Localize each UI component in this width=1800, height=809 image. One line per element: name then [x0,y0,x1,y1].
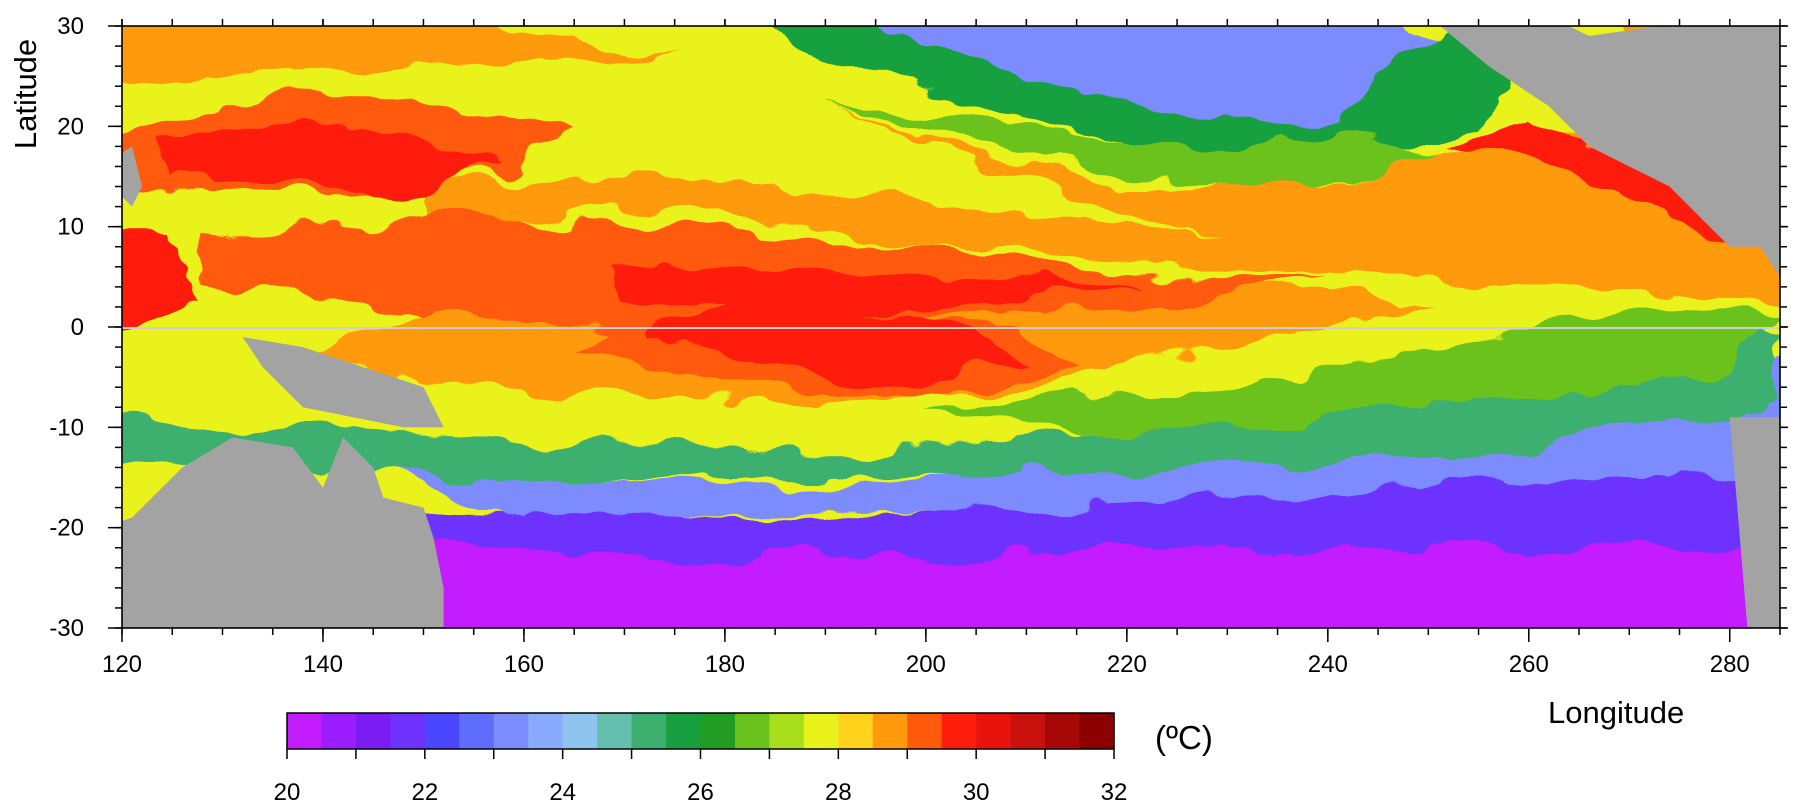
sst-band [423,176,1780,297]
sst-field-map [122,26,1780,628]
x-tick-label: 180 [705,651,745,678]
colorbar-swatch [872,713,908,749]
sst-band [1448,116,1770,247]
colorbar-tick-label: 22 [411,779,438,806]
colorbar-swatch [976,713,1012,749]
x-tick-label: 160 [504,651,544,678]
colorbar-swatch [734,713,771,749]
colorbar-tick-label: 26 [687,779,714,806]
x-tick-label: 200 [906,651,946,678]
x-axis-label: Longitude [1548,695,1684,730]
colorbar-swatch [941,713,977,749]
colorbar-swatch [287,713,323,749]
sst-band [865,26,1449,147]
sst-band [423,387,1780,558]
colorbar-tick-label: 20 [274,779,301,806]
x-tick-label: 140 [303,651,343,678]
colorbar-swatch [907,713,943,749]
colorbar-tick-label: 30 [963,779,990,806]
y-tick-label: -20 [49,515,84,542]
x-tick-label: 120 [102,651,142,678]
colorbar-swatch [321,713,357,749]
y-tick-label: 30 [57,13,84,40]
sst-band [925,306,1780,438]
y-tick-label: 10 [57,214,84,241]
y-tick-label: 0 [71,314,84,341]
colorbar-swatch [1045,713,1081,749]
x-tick-label: 280 [1710,651,1750,678]
sst-band [644,306,1027,388]
colorbar-swatch [562,713,598,749]
y-tick-label: -30 [49,615,84,642]
y-tick-label: 20 [57,113,84,140]
colorbar-swatch [700,713,736,749]
colorbar-swatch [597,713,633,749]
colorbar: 20 22 24 26 28 30 32 [274,712,1128,806]
colorbar-swatch [528,713,564,749]
colorbar-swatch [769,713,805,749]
x-axis-ticks: 120 140 160 180 200 220 240 260 280 [102,19,1781,678]
sst-band [604,266,1127,317]
sst-band [373,357,1780,518]
land-mass [1729,417,1780,628]
sst-band [122,327,1780,478]
y-tick-label: -10 [49,414,84,441]
sst-band [825,106,1449,197]
colorbar-swatch [424,713,460,749]
land-mass [1440,26,1780,277]
colorbar-swatch [493,713,529,749]
colorbar-swatch [1010,713,1046,749]
sst-band [122,427,1780,628]
colorbar-swatch [803,713,839,749]
land-masses [122,26,1780,628]
land-mass [122,437,444,628]
colorbar-swatch [390,713,426,749]
colorbar-tick-label: 32 [1101,779,1128,806]
colorbar-swatch [355,713,391,749]
colorbar-tick-label: 28 [825,779,852,806]
colorbar-tick-label: 24 [549,779,576,806]
land-mass [122,146,143,207]
x-tick-label: 240 [1308,651,1348,678]
x-tick-label: 220 [1107,651,1147,678]
land-mass [242,337,444,428]
sst-band [122,26,1780,267]
colorbar-swatch [838,713,874,749]
colorbar-swatch [666,713,702,749]
sst-band [122,236,203,323]
colorbar-unit-label: (ºC) [1155,719,1213,756]
colorbar-swatch [459,713,495,749]
colorbar-swatch [1079,713,1115,749]
colorbar-swatch [631,713,667,749]
x-tick-label: 260 [1509,651,1549,678]
y-axis-ticks: 30 20 10 0 -10 -20 -30 [49,13,1788,642]
sst-band [152,126,504,197]
y-axis-label: Latitude [8,39,43,149]
